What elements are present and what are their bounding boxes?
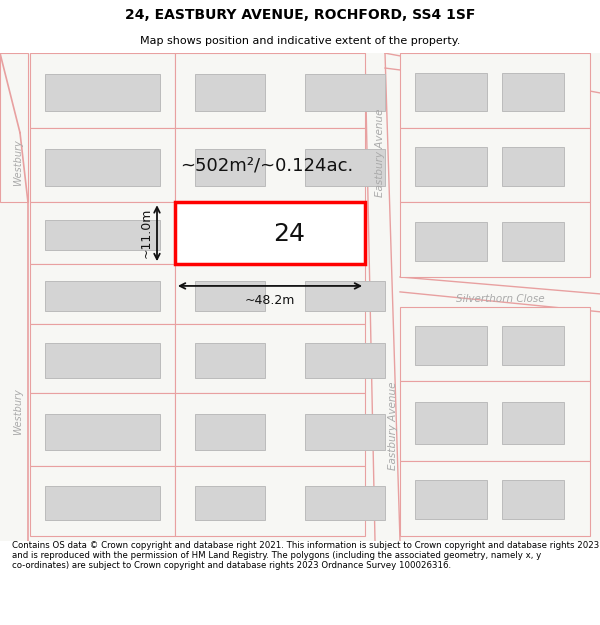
Bar [30, 264, 175, 324]
Bar [400, 202, 590, 277]
Bar [175, 127, 365, 202]
Bar [45, 219, 160, 251]
Bar [415, 481, 487, 519]
Bar [0, 539, 1, 541]
Bar [415, 72, 487, 111]
Bar [195, 343, 265, 378]
Bar [400, 307, 590, 381]
Bar [30, 53, 175, 128]
Bar [305, 486, 385, 521]
Bar [30, 324, 175, 393]
Polygon shape [0, 53, 28, 202]
Bar [195, 281, 265, 311]
Text: Contains OS data © Crown copyright and database right 2021. This information is : Contains OS data © Crown copyright and d… [12, 541, 599, 571]
Bar [195, 149, 265, 186]
Text: Map shows position and indicative extent of the property.: Map shows position and indicative extent… [140, 36, 460, 46]
Bar [502, 326, 565, 365]
Bar [45, 343, 160, 378]
Bar [415, 326, 487, 365]
Bar [305, 343, 385, 378]
Text: ~502m²/~0.124ac.: ~502m²/~0.124ac. [180, 156, 353, 174]
Bar [175, 202, 365, 264]
Bar [30, 127, 175, 202]
Text: Westbury: Westbury [13, 139, 23, 186]
Bar [305, 74, 385, 111]
Bar [415, 222, 487, 261]
Bar [175, 264, 365, 324]
Bar [502, 72, 565, 111]
Bar [502, 147, 565, 186]
Bar [175, 202, 365, 264]
Text: Eastbury Avenue: Eastbury Avenue [375, 108, 385, 197]
Bar [175, 53, 365, 128]
Bar [190, 219, 245, 243]
Bar [175, 324, 365, 393]
Text: ~48.2m: ~48.2m [245, 294, 295, 307]
Bar [400, 461, 590, 536]
Bar [195, 414, 265, 450]
Text: Silverthorn Close: Silverthorn Close [455, 294, 544, 304]
Text: ~11.0m: ~11.0m [140, 208, 153, 258]
Text: 24, EASTBURY AVENUE, ROCHFORD, SS4 1SF: 24, EASTBURY AVENUE, ROCHFORD, SS4 1SF [125, 8, 475, 22]
Bar [415, 402, 487, 444]
Bar [400, 53, 590, 128]
Bar [175, 393, 365, 466]
Text: Westbury: Westbury [13, 388, 23, 434]
Bar [45, 414, 160, 450]
Bar [45, 149, 160, 186]
Bar [502, 222, 565, 261]
Bar [30, 466, 175, 536]
Bar [305, 149, 385, 186]
Bar [45, 74, 160, 111]
Bar [30, 393, 175, 466]
Bar [175, 466, 365, 536]
Text: 24: 24 [273, 222, 305, 246]
Bar [195, 486, 265, 521]
Bar [400, 127, 590, 202]
Text: Eastbury Avenue: Eastbury Avenue [388, 382, 398, 471]
Bar [502, 402, 565, 444]
Bar [45, 486, 160, 521]
Bar [195, 74, 265, 111]
Bar [30, 202, 175, 264]
Bar [502, 481, 565, 519]
Bar [305, 281, 385, 311]
Bar [415, 147, 487, 186]
Bar [305, 414, 385, 450]
Bar [400, 381, 590, 461]
Bar [45, 281, 160, 311]
